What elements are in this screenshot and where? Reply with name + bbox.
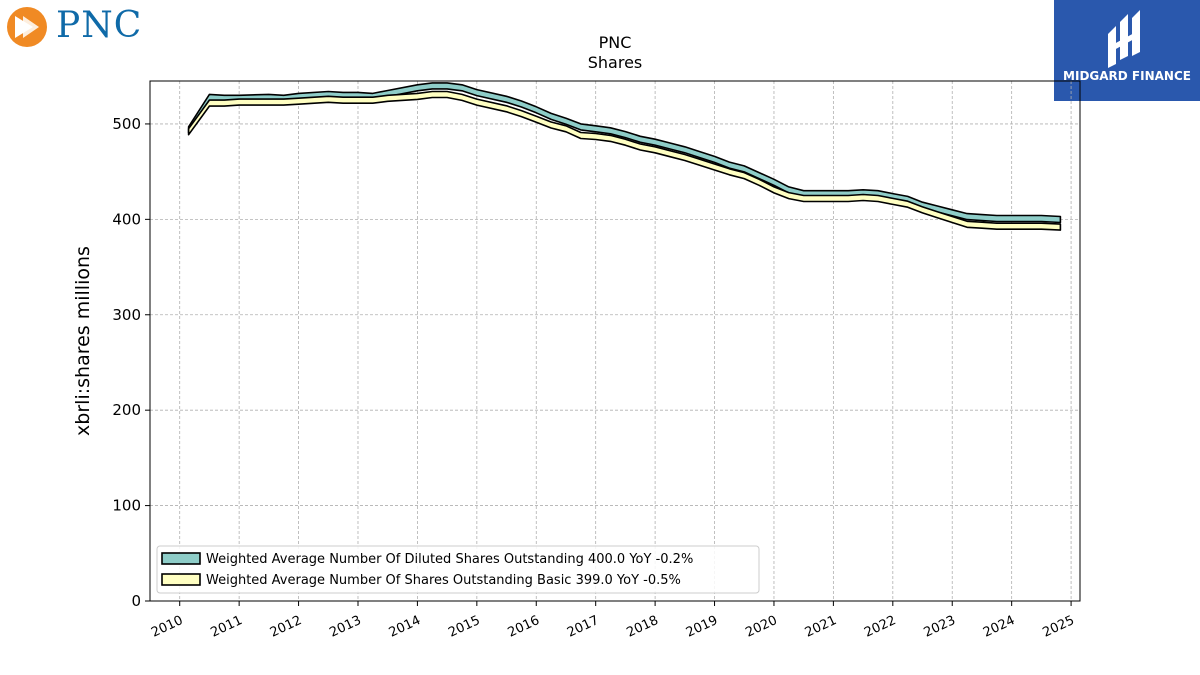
legend-label-1: Weighted Average Number Of Diluted Share…: [206, 552, 693, 567]
x-tick-label: 2012: [268, 613, 304, 641]
legend-swatch-1: [161, 552, 201, 565]
x-tick-label: 2010: [149, 613, 185, 641]
x-tick-label: 2022: [862, 613, 898, 641]
chart-subtitle: Shares: [588, 53, 643, 72]
pnc-logo-icon: [7, 7, 47, 47]
x-tick-label: 2020: [743, 613, 779, 641]
y-tick-label: 500: [112, 115, 141, 133]
y-tick-label: 100: [112, 497, 141, 515]
legend-swatch-2: [161, 573, 201, 586]
x-tick-label: 2013: [327, 613, 363, 641]
x-tick-label: 2014: [387, 613, 423, 641]
y-tick-label: 200: [112, 401, 141, 419]
pnc-logo: PNC: [4, 4, 154, 50]
pnc-logo-text: PNC: [56, 5, 143, 46]
x-tick-label: 2019: [684, 613, 720, 641]
x-tick-label: 2021: [803, 613, 839, 641]
x-tick-label: 2015: [446, 613, 482, 641]
x-tick-label: 2024: [981, 613, 1017, 641]
midgard-finance-logo: MIDGARD FINANCE: [1054, 0, 1200, 101]
series-areas: [187, 82, 1062, 231]
legend-label-2: Weighted Average Number Of Shares Outsta…: [206, 573, 681, 588]
y-tick-label: 300: [112, 306, 141, 324]
plot-frame: [149, 80, 1081, 602]
legend-box: [156, 545, 760, 594]
series-area-2: [187, 90, 1062, 231]
y-axis-label: xbrli:shares millions: [72, 246, 94, 436]
x-tick-label: 2025: [1040, 613, 1076, 641]
chart-title: PNC: [599, 33, 632, 52]
x-tick-label: 2018: [624, 613, 660, 641]
x-tick-label: 2023: [922, 613, 958, 641]
x-tick-label: 2016: [506, 613, 542, 641]
midgard-logo-text: MIDGARD FINANCE: [1063, 69, 1191, 83]
y-tick-label: 0: [131, 592, 141, 610]
legend: Weighted Average Number Of Diluted Share…: [156, 545, 760, 594]
y-tick-label: 400: [112, 210, 141, 228]
x-tick-label: 2017: [565, 613, 601, 641]
grid: [150, 81, 1080, 602]
x-tick-label: 2011: [208, 613, 244, 641]
series-area-1: [187, 82, 1062, 224]
midgard-logo-icon: [1108, 10, 1140, 68]
